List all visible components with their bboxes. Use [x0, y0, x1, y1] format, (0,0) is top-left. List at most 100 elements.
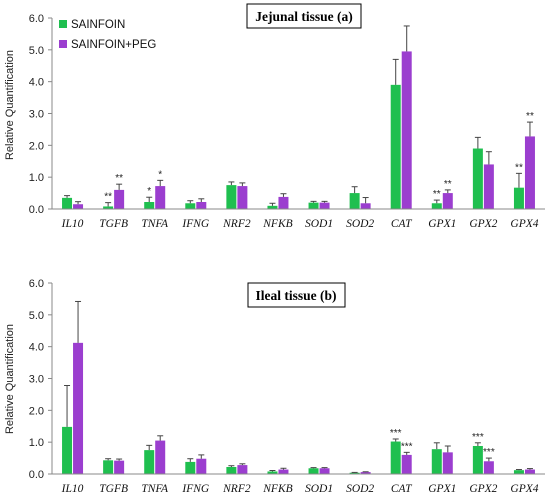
y-tick-label: 6.0 [29, 278, 44, 290]
y-tick-label: 1.0 [29, 437, 44, 449]
bar-cat-sainfoin [390, 84, 401, 209]
bar-ifng-sainfoin-peg [196, 201, 207, 209]
bar-sod1-sainfoin [308, 202, 319, 209]
x-tick-label-gpx2: GPX2 [469, 218, 497, 230]
bar-nfkb-sainfoin [267, 205, 278, 209]
significance-marker: *** [472, 432, 484, 443]
x-tick-label-gpx1: GPX1 [428, 218, 456, 230]
x-tick-label-cat: CAT [391, 218, 413, 230]
bar-tnfa-sainfoin-peg [155, 440, 166, 474]
significance-marker: ** [104, 192, 112, 203]
bar-cat-sainfoin-peg [401, 51, 412, 209]
title-box [247, 282, 346, 308]
bar-gpx1-sainfoin-peg [442, 452, 453, 474]
bar-gpx4-sainfoin-peg [524, 136, 535, 209]
bar-gpx2-sainfoin-peg [483, 461, 494, 474]
bar-nfkb-sainfoin [267, 471, 278, 474]
x-tick-label-gpx4: GPX4 [510, 218, 538, 230]
x-tick-label-sod2: SOD2 [346, 483, 374, 495]
bar-ifng-sainfoin [185, 461, 196, 474]
y-axis-label: Relative Quantification [4, 324, 16, 434]
legend: SAINFOIN SAINFOIN+PEG [59, 19, 156, 51]
legend-swatch-sainfoin [59, 20, 67, 28]
title-box [246, 3, 362, 29]
bar-gpx2-sainfoin-peg [483, 164, 494, 209]
y-tick-label: 2.0 [29, 405, 44, 417]
bar-ifng-sainfoin [185, 203, 196, 209]
x-tick-label-nrf2: NRF2 [222, 218, 251, 230]
legend-label-sainfoin: SAINFOIN [71, 19, 125, 31]
bar-sod2-sainfoin-peg [360, 472, 371, 474]
bar-gpx2-sainfoin [472, 445, 483, 474]
y-tick-label: 5.0 [29, 45, 44, 57]
x-tick-label-il10: IL10 [61, 483, 84, 495]
bar-sod2-sainfoin-peg [360, 203, 371, 209]
x-tick-label-sod1: SOD1 [305, 483, 333, 495]
bar-gpx4-sainfoin-peg [524, 469, 535, 474]
y-tick-label: 4.0 [29, 342, 44, 354]
bar-nrf2-sainfoin [226, 466, 237, 474]
significance-marker: * [158, 169, 162, 180]
bar-tgfb-sainfoin-peg [114, 189, 125, 209]
x-tick-label-tgfb: TGFB [99, 483, 128, 495]
bar-il10-sainfoin-peg [73, 204, 84, 209]
y-tick-label: 3.0 [29, 109, 44, 121]
bar-gpx1-sainfoin [431, 203, 442, 209]
significance-marker: *** [390, 428, 402, 439]
panel-ileal: 0.0 1.0 2.0 3.0 4.0 5.0 6.0 *** *** *** *** IL10 T… [4, 278, 545, 495]
chart-title: Ileal tissue (b) [256, 288, 337, 303]
bar-nrf2-sainfoin-peg [237, 465, 248, 474]
significance-marker: *** [401, 441, 413, 452]
significance-marker: *** [483, 447, 495, 458]
x-tick-label-nrf2: NRF2 [222, 483, 251, 495]
bar-il10-sainfoin [62, 426, 73, 474]
bar-il10-sainfoin-peg [73, 342, 84, 474]
y-tick-label: 0.0 [29, 204, 44, 216]
significance-marker: ** [115, 173, 123, 184]
significance-marker: ** [444, 179, 452, 190]
bar-cat-sainfoin-peg [401, 454, 412, 474]
bar-sod1-sainfoin [308, 468, 319, 474]
x-tick-label-tgfb: TGFB [99, 218, 128, 230]
significance-marker: ** [515, 162, 523, 173]
y-tick-label: 2.0 [29, 140, 44, 152]
bar-sod2-sainfoin [349, 193, 360, 209]
y-tick-label: 1.0 [29, 172, 44, 184]
y-axis-label: Relative Quantification [4, 50, 16, 160]
x-tick-label-ifng: IFNG [181, 218, 210, 230]
bar-gpx4-sainfoin [513, 470, 524, 474]
x-tick-label-gpx1: GPX1 [428, 483, 456, 495]
bar-sod1-sainfoin-peg [319, 202, 330, 209]
significance-marker: ** [433, 189, 441, 200]
x-tick-label-nfkb: NFKB [262, 218, 292, 230]
bar-tgfb-sainfoin-peg [114, 460, 125, 474]
bar-nrf2-sainfoin-peg [237, 186, 248, 209]
bar-sod1-sainfoin-peg [319, 468, 330, 474]
bar-gpx2-sainfoin [472, 148, 483, 209]
significance-marker: * [147, 186, 151, 197]
y-tick-label: 0.0 [29, 469, 44, 481]
y-tick-label: 6.0 [29, 13, 44, 25]
bar-nfkb-sainfoin-peg [278, 469, 289, 474]
x-tick-label-tnfa: TNFA [141, 483, 169, 495]
panel-jejunal: 0.01.02.03.04.05.06.0 ************** IL1… [4, 3, 545, 230]
x-tick-label-ifng: IFNG [181, 483, 210, 495]
bar-nrf2-sainfoin [226, 185, 237, 209]
bar-gpx4-sainfoin [513, 187, 524, 209]
bar-sod2-sainfoin [349, 472, 360, 474]
bar-ifng-sainfoin-peg [196, 458, 207, 474]
x-tick-label-nfkb: NFKB [262, 483, 292, 495]
bar-tnfa-sainfoin [144, 201, 155, 209]
bar-gpx1-sainfoin-peg [442, 193, 453, 209]
bar-tnfa-sainfoin-peg [155, 186, 166, 209]
legend-swatch-sainfoin-peg [59, 40, 67, 48]
bar-tnfa-sainfoin [144, 450, 155, 474]
x-tick-label-gpx2: GPX2 [469, 483, 497, 495]
y-tick-label: 5.0 [29, 310, 44, 322]
x-tick-label-cat: CAT [391, 483, 413, 495]
chart-title: Jejunal tissue (a) [255, 9, 353, 24]
bar-tgfb-sainfoin [103, 460, 114, 474]
significance-marker: ** [526, 111, 534, 122]
x-tick-label-tnfa: TNFA [141, 218, 169, 230]
